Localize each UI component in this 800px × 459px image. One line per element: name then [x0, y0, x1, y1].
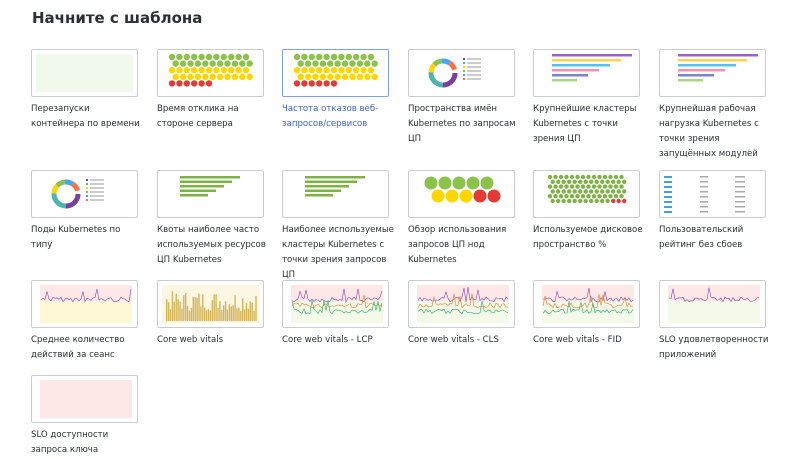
template-label[interactable]: Крупнейшие кластеры Kubernetes с точки з…	[533, 104, 637, 144]
template-thumbnail[interactable]	[408, 49, 515, 97]
template-card[interactable]: Частота отказов веб-запросов/сервисов	[282, 49, 392, 132]
template-card[interactable]: Среднее количество действий за сеанс	[31, 280, 141, 363]
thumbnail-image	[180, 176, 240, 197]
template-label[interactable]: Пространства имён Kubernetes по запросам…	[408, 104, 516, 144]
template-thumbnail[interactable]	[533, 49, 640, 97]
thumbnail-image	[162, 285, 259, 323]
thumbnail-image	[547, 174, 627, 204]
template-card[interactable]: Поды Kubernetes по типу	[31, 170, 141, 253]
template-label[interactable]: SLO удовлетворенности приложений	[659, 335, 769, 360]
template-label[interactable]: Core web vitals - CLS	[408, 335, 499, 345]
thumbnail-image	[428, 58, 481, 88]
template-card[interactable]: Крупнейшая рабочая нагрузка Kubernetes с…	[659, 49, 769, 162]
template-thumbnail[interactable]	[533, 280, 640, 328]
template-label[interactable]: SLO доступности запроса ключа	[31, 430, 109, 455]
template-label[interactable]: Core web vitals	[157, 335, 224, 345]
template-thumbnail[interactable]	[282, 170, 389, 218]
thumbnail-image	[664, 176, 745, 213]
template-card[interactable]: Пользовательский рейтинг без сбоев	[659, 170, 769, 253]
template-card[interactable]: Квоты наиболее часто используемых ресурс…	[157, 170, 267, 268]
thumbnail-image	[36, 54, 133, 92]
thumbnail-image	[293, 53, 378, 87]
thumbnail-image	[417, 285, 509, 323]
template-label[interactable]: Core web vitals - LCP	[282, 335, 373, 345]
template-card[interactable]: Пространства имён Kubernetes по запросам…	[408, 49, 518, 147]
thumbnail-image	[40, 285, 132, 323]
template-card[interactable]: Core web vitals - FID	[533, 280, 643, 348]
template-thumbnail[interactable]	[31, 49, 138, 97]
template-thumbnail[interactable]	[157, 280, 264, 328]
thumbnail-image	[552, 54, 632, 82]
template-card[interactable]: Крупнейшие кластеры Kubernetes с точки з…	[533, 49, 643, 147]
template-card[interactable]: Время отклика на стороне сервера	[157, 49, 267, 132]
template-thumbnail[interactable]	[659, 49, 766, 97]
template-thumbnail[interactable]	[31, 375, 138, 423]
template-card[interactable]: Core web vitals - LCP	[282, 280, 392, 348]
template-thumbnail[interactable]	[31, 170, 138, 218]
template-card[interactable]: Обзор использования запросов ЦП нод Kube…	[408, 170, 518, 268]
template-card[interactable]: SLO удовлетворенности приложений	[659, 280, 769, 363]
template-thumbnail[interactable]	[659, 280, 766, 328]
template-label[interactable]: Крупнейшая рабочая нагрузка Kubernetes с…	[659, 104, 759, 159]
template-label[interactable]: Используемое дисковое пространство %	[533, 225, 643, 250]
template-label[interactable]: Среднее количество действий за сеанс	[31, 335, 125, 360]
template-card[interactable]: SLO доступности запроса ключа	[31, 375, 141, 458]
page-title: Начните с шаблона	[32, 9, 203, 27]
template-label[interactable]: Наиболее используемые кластеры Kubernete…	[282, 225, 394, 280]
template-card[interactable]: Перезапуски контейнера по времени	[31, 49, 141, 132]
thumbnail-image	[40, 380, 132, 418]
template-thumbnail[interactable]	[282, 280, 389, 328]
thumbnail-image	[668, 285, 760, 323]
template-label[interactable]: Квоты наиболее часто используемых ресурс…	[157, 225, 266, 265]
thumbnail-image	[305, 176, 365, 197]
template-thumbnail[interactable]	[659, 170, 766, 218]
template-card[interactable]: Наиболее используемые кластеры Kubernete…	[282, 170, 394, 283]
template-label[interactable]: Обзор использования запросов ЦП нод Kube…	[408, 225, 507, 265]
template-thumbnail[interactable]	[282, 49, 389, 97]
template-label[interactable]: Поды Kubernetes по типу	[31, 225, 121, 250]
template-label[interactable]: Core web vitals - FID	[533, 335, 622, 345]
template-thumbnail[interactable]	[533, 170, 640, 218]
thumbnail-image	[51, 179, 104, 209]
template-label[interactable]: Пользовательский рейтинг без сбоев	[659, 225, 744, 250]
template-thumbnail[interactable]	[157, 49, 264, 97]
thumbnail-image	[542, 285, 634, 323]
template-thumbnail[interactable]	[157, 170, 264, 218]
template-label[interactable]: Перезапуски контейнера по времени	[31, 104, 140, 129]
template-label[interactable]: Время отклика на стороне сервера	[157, 104, 239, 129]
thumbnail-image	[291, 285, 383, 323]
template-card[interactable]: Core web vitals	[157, 280, 267, 348]
template-card[interactable]: Используемое дисковое пространство %	[533, 170, 643, 253]
thumbnail-image	[424, 176, 501, 203]
template-card[interactable]: Core web vitals - CLS	[408, 280, 518, 348]
template-thumbnail[interactable]	[408, 170, 515, 218]
template-thumbnail[interactable]	[31, 280, 138, 328]
thumbnail-image	[678, 54, 758, 82]
thumbnail-image	[168, 53, 253, 87]
template-thumbnail[interactable]	[408, 280, 515, 328]
template-label[interactable]: Частота отказов веб-запросов/сервисов	[282, 104, 379, 129]
